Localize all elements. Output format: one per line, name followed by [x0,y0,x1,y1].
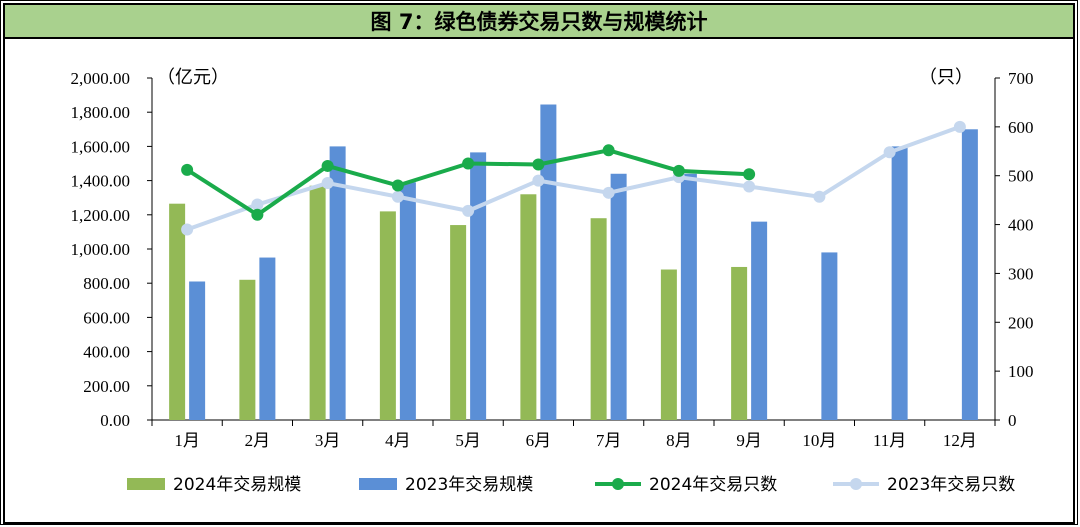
line-point [321,159,334,172]
left-tick-label: 1,600.00 [71,137,131,156]
right-tick-label: 100 [1008,362,1034,381]
chart-svg: 0.00 200.00 400.00 600.00 800.00 1,000.00 1,20… [71,67,1034,495]
line-point [672,164,685,177]
x-tick-label: 4月 [385,431,411,450]
line-point [321,177,334,190]
x-tick-label: 10月 [802,431,836,450]
bar-series2 [259,257,276,420]
line-point [532,158,545,171]
x-tick-label: 9月 [736,431,762,450]
legend-label: 2023年交易规模 [405,475,533,495]
bar-series2 [540,104,557,420]
chart-title: 图 7：绿色债券交易只数与规模统计 [3,3,1075,39]
line-point [181,223,194,236]
x-tick-label: 7月 [596,431,622,450]
bar-series1 [450,225,467,420]
right-tick-label: 300 [1008,264,1034,283]
bar-series1 [379,211,396,420]
line-point [251,198,264,211]
left-tick-label: 400.00 [83,343,130,362]
x-tick-label: 1月 [174,431,200,450]
right-tick-label: 200 [1008,313,1034,332]
line-point [883,146,896,159]
right-tick-label: 500 [1008,167,1034,186]
x-tick-label: 3月 [315,431,341,450]
left-tick-label: 1,200.00 [71,206,131,225]
line-point [953,120,966,133]
bar-series2 [399,182,416,420]
legend-label: 2024年交易只数 [649,475,777,495]
line-point [743,180,756,193]
bar-series2 [610,173,627,420]
left-tick-label: 0.00 [100,411,130,430]
legend-marker [612,478,624,490]
left-axis-unit: （亿元） [157,67,229,88]
left-tick-label: 1,800.00 [71,103,131,122]
legend-marker [850,478,862,490]
bar-series2 [189,281,206,420]
bar-series1 [239,279,256,420]
line-point [391,190,404,203]
bar-series2 [329,146,346,420]
right-tick-label: 400 [1008,216,1034,235]
left-tick-label: 1,400.00 [71,172,131,191]
right-tick-label: 700 [1008,69,1034,88]
bar-series2 [961,129,978,421]
legend-label: 2023年交易只数 [887,475,1015,495]
x-tick-label: 5月 [455,431,481,450]
bar-series2 [821,252,838,420]
left-tick-label: 2,000.00 [71,69,131,88]
bar-series1 [309,185,326,420]
left-tick-label: 600.00 [83,308,130,327]
left-tick-label: 200.00 [83,377,130,396]
right-axis-unit: （只） [919,67,973,88]
bar-series1 [169,203,186,420]
left-tick-label: 1,000.00 [71,240,131,259]
right-tick-label: 0 [1008,411,1017,430]
x-tick-label: 11月 [873,431,906,450]
line-point [532,174,545,187]
line-point [391,179,404,192]
legend-swatch [127,478,165,490]
bar-series2 [680,173,697,420]
line-point [602,186,615,199]
chart-area: 0.00 200.00 400.00 600.00 800.00 1,000.00 1,20… [3,39,1075,524]
line-2023年交易只数 [186,124,961,232]
bar-series1 [731,266,748,420]
bar-series1 [520,194,537,420]
line-point [813,190,826,203]
bar-series2 [470,152,487,420]
line-point [602,144,615,157]
line-point [462,157,475,170]
line-point [743,168,756,181]
bar-series1 [590,218,607,420]
x-tick-label: 2月 [245,431,271,450]
legend-swatch [359,478,397,490]
line-point [181,163,194,176]
right-tick-label: 600 [1008,118,1034,137]
x-tick-label: 12月 [943,431,977,450]
bar-series1 [660,269,677,420]
bar-series2 [751,221,768,420]
bar-series2 [891,146,908,420]
x-tick-label: 8月 [666,431,692,450]
x-tick-label: 6月 [526,431,552,450]
left-tick-label: 800.00 [83,274,130,293]
line-point [462,204,475,217]
line-point [251,208,264,221]
legend-label: 2024年交易规模 [173,475,301,495]
